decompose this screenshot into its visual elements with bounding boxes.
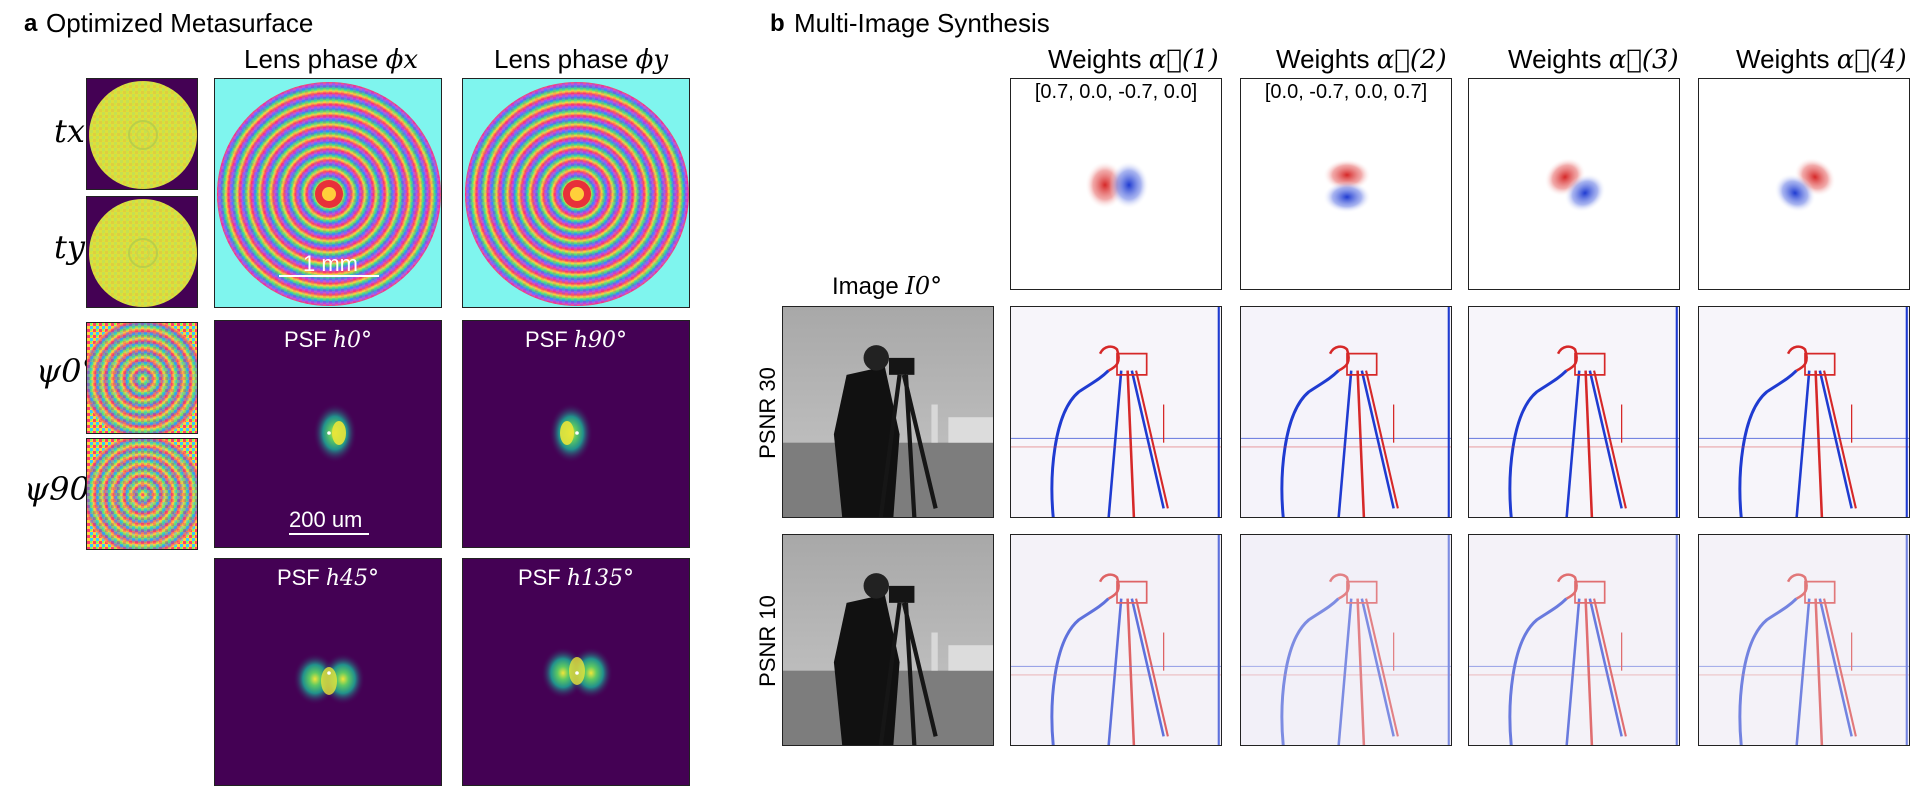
- result-psnr30-2: [1240, 306, 1452, 518]
- psf-h135-map: PSF h135°: [462, 558, 690, 786]
- result-psnr30-4: [1698, 306, 1910, 518]
- weights-title-1: Weights α⃗(1): [1048, 44, 1219, 75]
- result-psnr10-3: [1468, 534, 1680, 746]
- lens-phase-y-map: [462, 78, 690, 308]
- panel-a-title: Optimized Metasurface: [46, 8, 314, 38]
- lens-phase-x-map: 1 mm: [214, 78, 442, 308]
- scale-bar-1mm: [279, 275, 379, 277]
- row-label-psnr10: PSNR 10: [755, 595, 780, 687]
- row-label-ty: ty: [54, 228, 85, 266]
- result-psnr30-1: [1010, 306, 1222, 518]
- scale-label-1mm: 1 mm: [303, 251, 358, 276]
- col-title-lens-y: Lens phase ϕy: [494, 44, 669, 75]
- row-label-tx: tx: [54, 112, 85, 150]
- ty-amplitude-map: [86, 196, 198, 308]
- psf-h0-map: PSF h0° 200 um: [214, 320, 442, 548]
- row-label-psnr30: PSNR 30: [755, 367, 780, 459]
- weights-title-3: Weights α⃗(3): [1508, 44, 1679, 75]
- psf-h45-map: PSF h45°: [214, 558, 442, 786]
- psf-h45-label: PSF h45°: [276, 565, 380, 591]
- scale-label-200um: 200 um: [289, 507, 363, 532]
- result-psnr10-2: [1240, 534, 1452, 746]
- kernel-3: [1468, 78, 1680, 290]
- psi90-phase-map: [86, 438, 198, 550]
- weights-values-2: [0.0, -0.7, 0.0, 0.7]: [1264, 81, 1428, 103]
- psf-h90-map: PSF h90°: [462, 320, 690, 548]
- weights-title-2: Weights α⃗(2): [1276, 44, 1447, 75]
- kernel-2: [0.0, -0.7, 0.0, 0.7]: [1240, 78, 1452, 290]
- panel-b-letter: b: [770, 10, 785, 37]
- scale-bar-200um: [289, 533, 369, 535]
- result-psnr10-1: [1010, 534, 1222, 746]
- weights-title-4: Weights α⃗(4): [1736, 44, 1907, 75]
- tx-amplitude-map: [86, 78, 198, 190]
- psf-h135-label: PSF h135°: [517, 565, 635, 591]
- col-title-lens-x: Lens phase ϕx: [244, 44, 419, 75]
- image-psnr10: [782, 534, 994, 746]
- panel-b-title: Multi-Image Synthesis: [794, 8, 1050, 38]
- psf-h0-label: PSF h0°: [283, 327, 373, 353]
- image-label: Image I0°: [832, 272, 943, 300]
- kernel-1: [0.7, 0.0, -0.7, 0.0]: [1010, 78, 1222, 290]
- kernel-4: [1698, 78, 1910, 290]
- result-psnr30-3: [1468, 306, 1680, 518]
- result-psnr10-4: [1698, 534, 1910, 746]
- psi0-phase-map: [86, 322, 198, 434]
- panel-a-letter: a: [24, 10, 38, 37]
- psf-h90-label: PSF h90°: [524, 327, 628, 353]
- image-psnr30: [782, 306, 994, 518]
- weights-values-1: [0.7, 0.0, -0.7, 0.0]: [1034, 81, 1198, 103]
